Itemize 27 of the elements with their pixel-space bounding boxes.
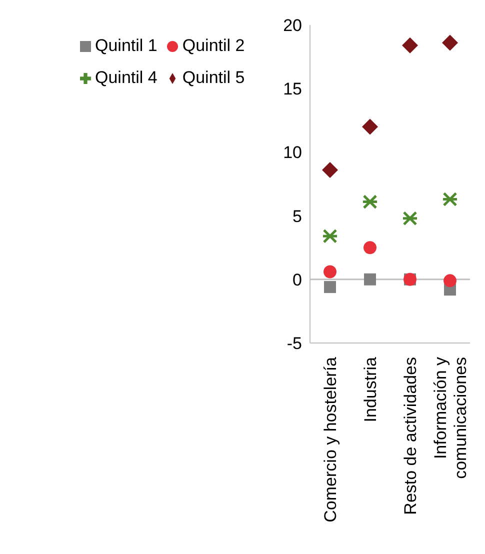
legend-label: Quintil 1 xyxy=(95,36,158,55)
y-tick-label: 0 xyxy=(292,270,302,290)
point xyxy=(442,34,458,51)
legend-label: Quintil 5 xyxy=(182,68,245,87)
legend-label: Quintil 4 xyxy=(95,68,158,87)
y-tick-label: 10 xyxy=(283,143,302,162)
point xyxy=(324,265,336,278)
x-tick-label: Comercio y hostelería xyxy=(321,356,340,522)
legend-label: Quintil 2 xyxy=(182,36,245,55)
y-tick-label: 5 xyxy=(292,206,302,226)
y-tick-label: 20 xyxy=(283,16,302,36)
x-tick-label: Información y comunicaciones xyxy=(431,356,470,479)
point xyxy=(362,194,378,210)
point xyxy=(444,274,456,288)
point xyxy=(322,228,338,244)
x-tick-label: Resto de actividades xyxy=(401,357,420,515)
point xyxy=(402,37,418,54)
point xyxy=(362,118,378,135)
point xyxy=(322,162,338,178)
point xyxy=(364,241,376,254)
x-tick-label: Industria xyxy=(361,356,380,422)
point xyxy=(324,281,336,294)
point xyxy=(402,211,418,226)
point xyxy=(442,192,458,207)
point xyxy=(364,273,376,286)
y-tick-label: -5 xyxy=(286,334,302,354)
y-tick-label: 15 xyxy=(283,80,302,99)
